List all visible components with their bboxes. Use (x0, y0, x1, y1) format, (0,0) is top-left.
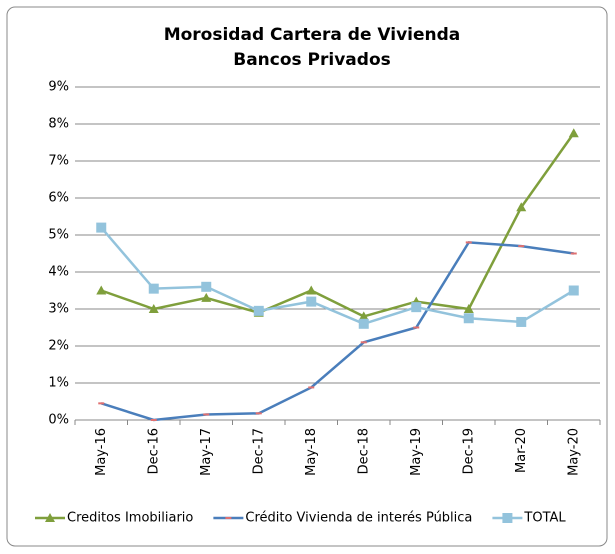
marker (306, 285, 317, 295)
marker (201, 281, 212, 292)
series-line (100, 132, 575, 318)
y-tick-label: 1% (48, 376, 69, 391)
marker (463, 304, 474, 313)
chart-title: Morosidad Cartera de Vivienda (164, 25, 461, 45)
marker (570, 252, 577, 255)
y-tick-label: 2% (48, 339, 69, 354)
legend-label: Crédito Vivienda de interés Pública (245, 511, 472, 526)
marker (255, 412, 262, 415)
marker (150, 419, 157, 421)
marker (98, 402, 105, 405)
x-tick-label: May-17 (199, 428, 214, 476)
y-tick-label: 5% (48, 228, 69, 243)
x-tick-label: Dec-16 (146, 428, 161, 474)
x-tick-label: Dec-17 (251, 428, 266, 474)
marker (502, 513, 513, 523)
x-tick-label: May-20 (566, 428, 581, 476)
marker (358, 318, 369, 329)
x-tick-label: May-18 (304, 428, 319, 476)
marker (308, 386, 315, 389)
marker (516, 316, 527, 327)
marker (253, 305, 264, 316)
y-tick-label: 3% (48, 302, 69, 317)
marker (96, 285, 107, 295)
y-tick-label: 0% (48, 413, 69, 428)
y-tick-label: 7% (48, 154, 69, 169)
marker (225, 517, 232, 519)
y-tick-label: 8% (48, 117, 69, 132)
marker (201, 292, 212, 302)
x-tick-label: Dec-19 (461, 428, 476, 474)
marker (148, 283, 159, 294)
marker (360, 341, 367, 344)
y-tick-label: 9% (48, 80, 69, 95)
series-line (100, 226, 575, 326)
marker (358, 311, 369, 321)
chart-subtitle: Bancos Privados (233, 50, 391, 70)
x-tick-label: May-19 (409, 428, 424, 476)
y-tick-label: 4% (48, 265, 69, 280)
marker (463, 313, 474, 324)
marker (568, 285, 579, 296)
marker (411, 302, 422, 313)
marker (203, 413, 210, 416)
x-tick-label: Dec-18 (356, 428, 371, 474)
marker (413, 326, 420, 329)
marker (518, 245, 525, 248)
x-tick-label: Mar-20 (514, 428, 529, 473)
x-tick-label: May-16 (94, 428, 109, 476)
marker (568, 128, 579, 138)
legend-label: TOTAL (523, 511, 566, 526)
legend-label: Creditos Imobiliario (67, 511, 193, 526)
marker (148, 304, 159, 313)
marker (465, 241, 472, 244)
marker (306, 296, 317, 307)
marker (96, 222, 107, 233)
series-line (100, 241, 574, 422)
y-tick-label: 6% (48, 191, 69, 206)
chart-border (6, 6, 608, 547)
marker (45, 513, 55, 522)
marker (516, 202, 527, 212)
